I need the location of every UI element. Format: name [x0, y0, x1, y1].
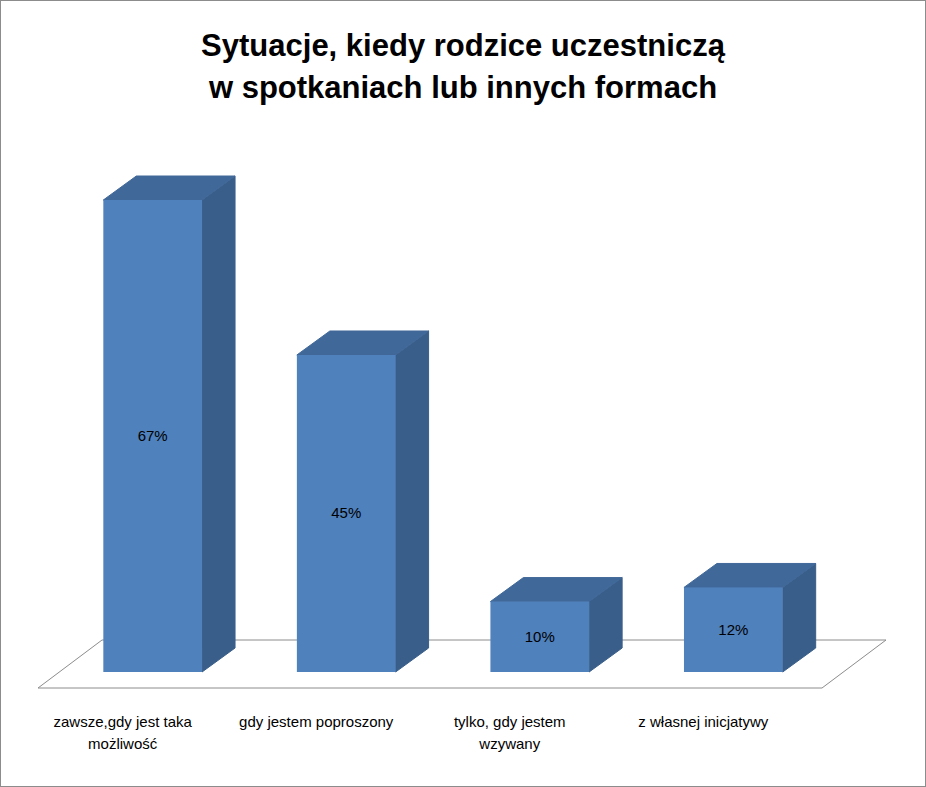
bars	[103, 176, 815, 672]
x-labels: zawsze,gdy jest taka możliwość gdy jestem …	[53, 713, 768, 752]
bar-group	[490, 578, 622, 672]
x-label-line: tylko, gdy jestem	[454, 713, 566, 730]
data-labels: 67% 45% 10% 12%	[138, 427, 749, 645]
bar-top	[490, 578, 622, 602]
x-label-line: gdy jestem poproszony	[239, 713, 394, 730]
bar-group	[103, 176, 235, 672]
x-label: gdy jestem poproszony	[239, 713, 394, 730]
x-label-line: możliwość	[88, 735, 158, 752]
data-label: 45%	[331, 504, 361, 521]
x-label: tylko, gdy jestem wzywany	[454, 713, 566, 752]
title: Sytuacje, kiedy rodzice uczestniczą w spo…	[201, 28, 726, 105]
chart: Sytuacje, kiedy rodzice uczestniczą w spo…	[0, 0, 926, 787]
bar-top	[103, 176, 235, 200]
data-label: 10%	[525, 628, 555, 645]
title-line: w spotkaniach lub innych formach	[208, 70, 717, 105]
bar	[297, 355, 396, 672]
bar	[684, 587, 783, 672]
bar-group	[297, 331, 429, 672]
x-label-line: wzywany	[478, 735, 540, 752]
title-line: Sytuacje, kiedy rodzice uczestniczą	[201, 28, 726, 63]
bar-group	[684, 563, 816, 672]
x-label: z własnej inicjatywy	[638, 713, 769, 730]
bar-side	[396, 331, 429, 672]
x-label: zawsze,gdy jest taka możliwość	[53, 713, 192, 752]
bar	[103, 200, 202, 672]
bar-top	[684, 563, 816, 587]
x-label-line: zawsze,gdy jest taka	[53, 713, 192, 730]
x-label-line: z własnej inicjatywy	[638, 713, 769, 730]
data-label: 12%	[718, 621, 748, 638]
data-label: 67%	[138, 427, 168, 444]
bar-side	[202, 176, 235, 672]
bar	[490, 602, 589, 672]
frame	[1, 1, 926, 787]
bar-top	[297, 331, 429, 355]
